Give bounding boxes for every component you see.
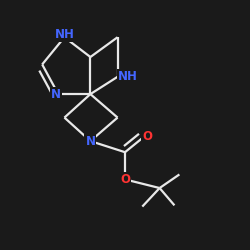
Text: O: O bbox=[120, 173, 130, 186]
Text: NH: NH bbox=[54, 28, 74, 41]
Text: NH: NH bbox=[118, 70, 138, 83]
Text: O: O bbox=[142, 130, 152, 142]
Text: N: N bbox=[86, 134, 96, 147]
Text: N: N bbox=[51, 88, 61, 101]
